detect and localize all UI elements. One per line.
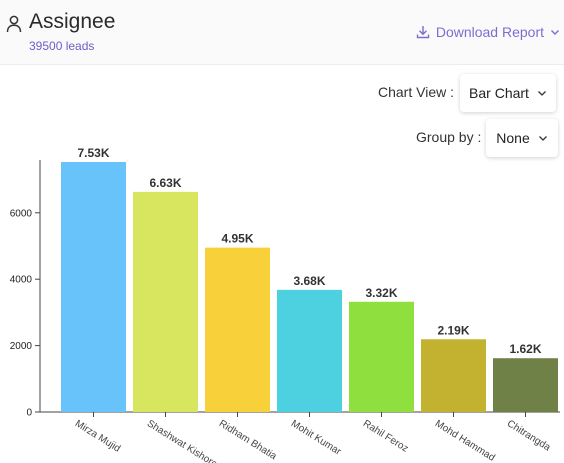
leads-count: 39500 leads bbox=[29, 39, 95, 53]
x-category-label: Mirza Mujid bbox=[73, 418, 122, 454]
chevron-down-icon bbox=[538, 136, 547, 141]
bar bbox=[133, 191, 198, 412]
download-icon bbox=[416, 26, 430, 39]
bar-data-label: 1.62K bbox=[509, 342, 541, 356]
y-tick-label: 2000 bbox=[10, 341, 33, 352]
download-report-button[interactable]: Download Report bbox=[416, 24, 560, 40]
download-report-label: Download Report bbox=[435, 24, 544, 40]
group-by-value: None bbox=[496, 130, 530, 146]
bar bbox=[205, 247, 270, 412]
x-category-label: Chitrangda bbox=[505, 418, 553, 453]
bar bbox=[61, 162, 126, 412]
bar bbox=[421, 339, 486, 412]
bar-data-label: 7.53K bbox=[77, 146, 109, 160]
y-tick-label: 0 bbox=[26, 408, 32, 419]
x-category-label: Rahil Feroz bbox=[361, 418, 410, 454]
user-icon bbox=[6, 15, 22, 33]
y-tick-label: 4000 bbox=[10, 275, 33, 286]
chart-view-label: Chart View : bbox=[378, 84, 454, 100]
chevron-down-icon bbox=[551, 30, 559, 35]
page-title: Assignee bbox=[29, 10, 116, 33]
group-by-label: Group by : bbox=[416, 129, 482, 145]
bar-data-label: 3.68K bbox=[293, 274, 325, 288]
chevron-down-icon bbox=[537, 91, 546, 96]
bar bbox=[277, 289, 342, 412]
chart-view-select[interactable]: Bar Chart bbox=[460, 74, 556, 112]
report-header: Assignee 39500 leads Download Report bbox=[0, 0, 564, 65]
bar-data-label: 4.95K bbox=[221, 232, 253, 246]
bar bbox=[493, 358, 558, 412]
x-category-label: Ridham Bhatia bbox=[217, 418, 279, 462]
x-category-label: Mohd Hammad bbox=[433, 418, 497, 463]
y-tick-label: 6000 bbox=[10, 208, 33, 219]
group-by-select[interactable]: None bbox=[486, 119, 558, 157]
bar-data-label: 6.63K bbox=[149, 176, 181, 190]
bar-data-label: 2.19K bbox=[437, 323, 469, 337]
bar bbox=[349, 301, 414, 412]
x-category-label: Shashwat Kishore bbox=[145, 418, 220, 463]
bar-data-label: 3.32K bbox=[365, 286, 397, 300]
chart-view-value: Bar Chart bbox=[469, 85, 529, 101]
x-category-label: Mohit Kumar bbox=[289, 418, 343, 458]
